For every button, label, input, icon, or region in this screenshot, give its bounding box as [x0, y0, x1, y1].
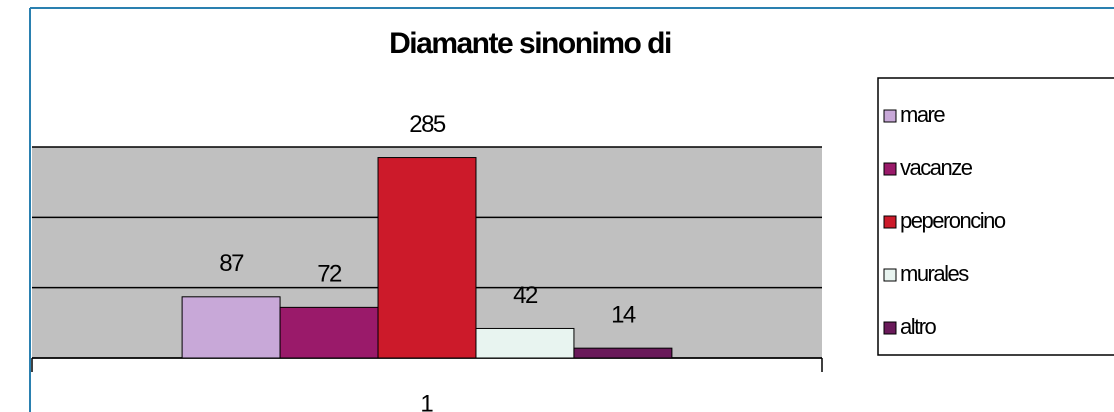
- value-label: 42: [513, 282, 538, 309]
- value-label: 87: [219, 250, 244, 277]
- legend-swatch: [883, 268, 897, 282]
- bar: [377, 157, 477, 359]
- value-label: 14: [611, 301, 636, 328]
- value-label: 285: [409, 111, 446, 138]
- legend-label: vacanze: [900, 155, 973, 180]
- legend-swatch: [883, 109, 897, 123]
- legend-swatch: [883, 321, 897, 335]
- legend-swatch: [883, 162, 897, 176]
- legend-label: murales: [900, 261, 969, 286]
- chart-title: Diamante sinonimo di: [389, 27, 671, 60]
- bar: [573, 347, 673, 359]
- bar: [475, 327, 575, 359]
- legend: [877, 77, 1114, 356]
- value-label: 72: [317, 261, 342, 288]
- legend-swatch: [883, 215, 897, 229]
- bar: [181, 296, 281, 359]
- legend-label: peperoncino: [900, 208, 1006, 233]
- bar: [279, 306, 379, 359]
- x-tick-label: 1: [420, 390, 433, 412]
- legend-label: altro: [900, 314, 937, 339]
- legend-label: mare: [900, 102, 945, 127]
